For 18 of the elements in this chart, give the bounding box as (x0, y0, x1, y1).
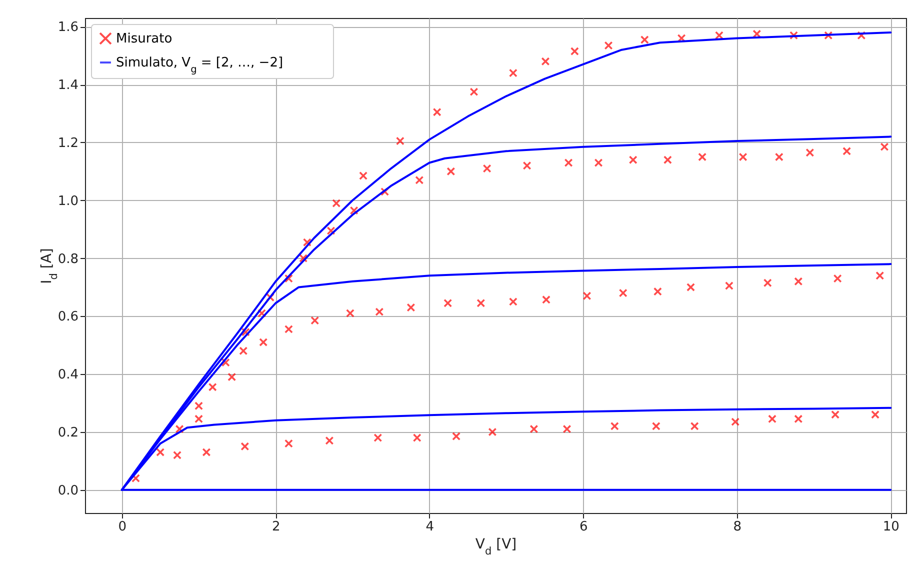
x-tick-label: 4 (426, 520, 434, 534)
y-tick-label: 0.0 (58, 483, 78, 498)
x-tick-label: 6 (579, 520, 588, 534)
y-tick-label: 0.2 (58, 425, 78, 440)
y-tick-label: 0.6 (58, 310, 78, 325)
y-tick-label: 1.2 (58, 136, 78, 151)
x-tick-label: 8 (733, 520, 742, 534)
y-tick-label: 0.4 (58, 368, 78, 383)
y-tick-label: 1.4 (58, 78, 78, 94)
x-axis-title: V$_{d}$ [V] (475, 536, 517, 558)
legend-label: Simulato, V$_{g}$ = [2, …, −2] (116, 56, 284, 75)
x-tick-label: 2 (272, 520, 280, 534)
y-tick-label: 1.6 (58, 20, 78, 36)
y-tick-label: 0.8 (58, 252, 78, 267)
y-tick-label: 1.0 (58, 194, 78, 209)
x-tick-label: 10 (882, 520, 900, 534)
x-tick-label: 0 (118, 520, 127, 534)
legend-label: Misurato (116, 32, 172, 46)
